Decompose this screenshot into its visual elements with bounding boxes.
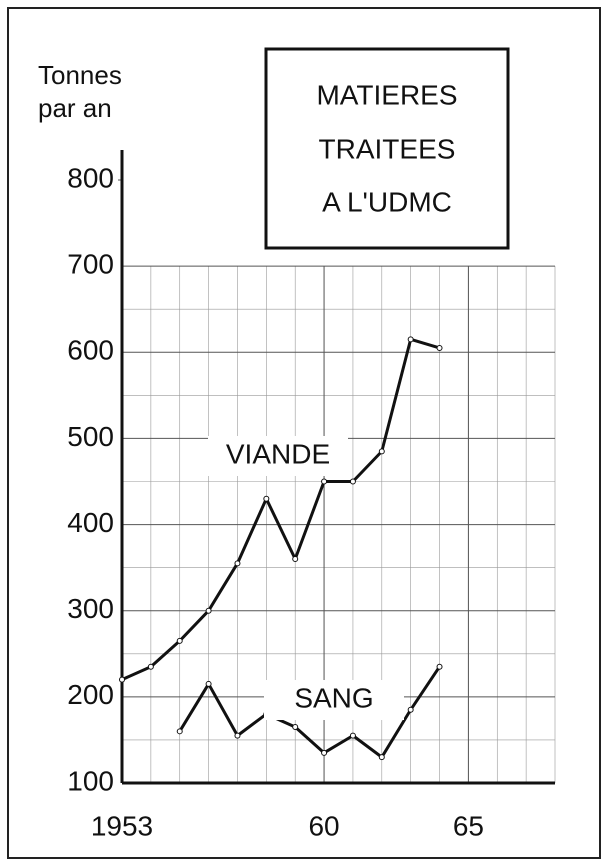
point bbox=[436, 663, 443, 670]
y-axis-label: Tonnes bbox=[38, 60, 122, 90]
point bbox=[321, 478, 328, 485]
point bbox=[407, 706, 414, 713]
point bbox=[234, 560, 241, 567]
label-bg bbox=[264, 680, 404, 720]
y-tick-label: 700 bbox=[67, 249, 114, 280]
line bbox=[121, 337, 440, 681]
point bbox=[176, 637, 183, 644]
y-tick-label: 100 bbox=[67, 765, 114, 796]
title-box bbox=[264, 47, 510, 250]
line bbox=[178, 665, 441, 759]
point bbox=[119, 676, 125, 683]
point bbox=[349, 732, 356, 739]
y-axis-label: par an bbox=[38, 93, 112, 123]
frame bbox=[7, 7, 601, 859]
chart-title: TRAITEES bbox=[319, 133, 456, 164]
series-label: VIANDE bbox=[226, 438, 330, 469]
y-tick-label: 500 bbox=[67, 421, 114, 452]
x-tick-label: 1953 bbox=[91, 810, 153, 841]
point bbox=[436, 344, 443, 351]
series-label: SANG bbox=[294, 682, 373, 713]
x-tick-label: 65 bbox=[453, 810, 484, 841]
point bbox=[378, 448, 385, 455]
chart-title: A L'UDMC bbox=[322, 186, 452, 217]
point bbox=[349, 478, 356, 485]
point bbox=[378, 754, 385, 761]
point bbox=[321, 749, 328, 756]
y-tick-label: 300 bbox=[67, 593, 114, 624]
point bbox=[407, 336, 414, 343]
y-tick-label: 600 bbox=[67, 335, 114, 366]
chart-title: MATIERES bbox=[316, 79, 457, 110]
y-tick-label: 400 bbox=[67, 507, 114, 538]
y-tick-label: 800 bbox=[67, 162, 114, 193]
point bbox=[263, 495, 270, 502]
point bbox=[292, 556, 299, 563]
point bbox=[292, 724, 299, 731]
point bbox=[176, 728, 183, 735]
y-tick-label: 200 bbox=[67, 679, 114, 710]
point bbox=[205, 680, 212, 687]
point bbox=[147, 663, 154, 670]
point bbox=[205, 607, 212, 614]
x-tick-label: 60 bbox=[308, 810, 339, 841]
point bbox=[234, 732, 241, 739]
label-bg bbox=[208, 436, 348, 476]
